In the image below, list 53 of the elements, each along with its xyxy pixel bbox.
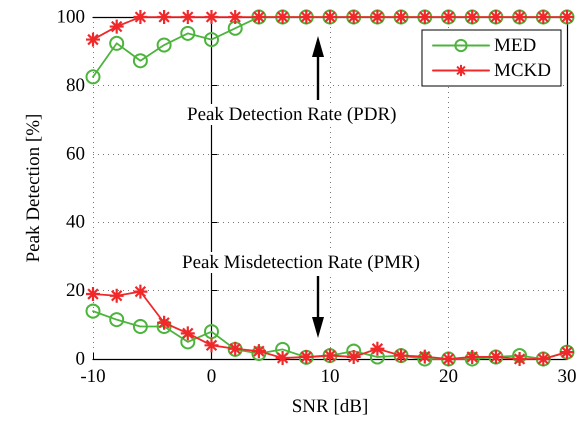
point bbox=[464, 348, 480, 366]
point bbox=[84, 286, 102, 302]
y-tick-label: 60 bbox=[66, 143, 85, 164]
y-axis-title: Peak Detection [%] bbox=[23, 114, 44, 262]
point bbox=[109, 312, 124, 328]
x-axis-title: SNR [dB] bbox=[292, 396, 368, 417]
y-tick-label: 40 bbox=[66, 212, 85, 233]
point bbox=[204, 324, 219, 340]
y-tick-label: 80 bbox=[66, 74, 85, 96]
point bbox=[250, 343, 267, 360]
point bbox=[180, 8, 196, 26]
point bbox=[275, 342, 290, 357]
point bbox=[180, 26, 196, 41]
legend-label: MCKD bbox=[494, 60, 552, 81]
y-tick-label: 20 bbox=[66, 280, 85, 302]
point bbox=[108, 288, 125, 304]
point bbox=[156, 319, 172, 334]
point bbox=[204, 32, 219, 48]
point bbox=[84, 31, 102, 48]
x-tick-label: 20 bbox=[439, 366, 458, 387]
x-tick-label: 0 bbox=[206, 366, 216, 387]
legend-label: MED bbox=[494, 35, 536, 56]
point bbox=[346, 348, 362, 366]
point bbox=[369, 340, 386, 357]
point bbox=[156, 8, 172, 26]
point bbox=[180, 325, 196, 342]
point bbox=[132, 284, 148, 300]
point bbox=[156, 314, 172, 331]
x-tick-label: 30 bbox=[558, 366, 576, 387]
point bbox=[132, 53, 148, 68]
y-tick-label: 100 bbox=[56, 6, 85, 28]
x-tick-label: 10 bbox=[320, 366, 340, 387]
point bbox=[512, 350, 528, 368]
point bbox=[274, 350, 291, 366]
point bbox=[86, 304, 100, 319]
point bbox=[251, 346, 266, 362]
point bbox=[370, 349, 385, 364]
point bbox=[156, 38, 172, 53]
point bbox=[203, 337, 220, 354]
point bbox=[512, 348, 528, 364]
point bbox=[132, 319, 148, 334]
point bbox=[108, 18, 125, 35]
point bbox=[227, 8, 244, 26]
point bbox=[132, 8, 148, 26]
point bbox=[228, 20, 243, 36]
point bbox=[203, 8, 220, 26]
point bbox=[417, 352, 432, 366]
point bbox=[416, 348, 433, 365]
annotation: Peak Misdetection Rate (PMR) bbox=[182, 252, 420, 273]
annotation: Peak Detection Rate (PDR) bbox=[187, 104, 396, 125]
point bbox=[86, 69, 100, 84]
point bbox=[109, 36, 124, 51]
point bbox=[464, 352, 480, 366]
